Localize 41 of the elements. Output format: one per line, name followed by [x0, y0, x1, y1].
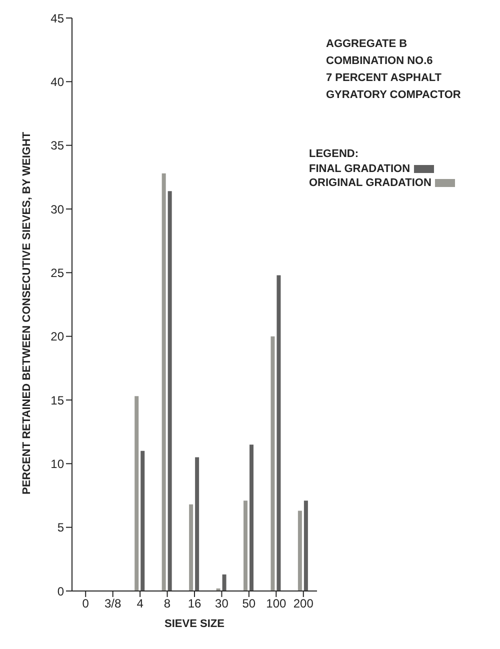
text: 7 PERCENT ASPHALT: [326, 71, 443, 86]
y-tick-label: 5: [57, 520, 64, 535]
x-tick-label: 16: [188, 596, 202, 611]
bar: [298, 510, 302, 591]
bar: [276, 275, 281, 591]
x-tick-label: 100: [266, 596, 286, 611]
x-tick-label: 4: [136, 596, 144, 611]
x-tick-label: 50: [242, 596, 256, 611]
text: GYRATORY COMPACTOR: [326, 88, 461, 103]
bar: [250, 444, 254, 591]
legend-label: ORIGINAL GRADATION: [309, 177, 432, 189]
bar: [140, 450, 145, 591]
bar: [304, 500, 308, 591]
x-tick-label: 200: [293, 596, 314, 611]
y-tick-label: 15: [50, 393, 64, 408]
text: AGGREGATE B: [326, 37, 408, 52]
bar: [134, 396, 139, 591]
x-tick-label: 30: [215, 596, 229, 611]
bar: [168, 191, 172, 591]
bar: [244, 500, 248, 591]
x-axis-title: SIEVE SIZE: [164, 618, 224, 630]
legend-title: LEGEND:: [309, 148, 360, 160]
y-tick-label: 25: [50, 266, 64, 280]
bar: [162, 173, 166, 591]
y-tick-label: 0: [57, 584, 64, 598]
bar: [195, 457, 200, 591]
y-axis-title: PERCENT RETAINED BETWEEN CONSECUTIVE SIEVES, BY WEIGHT: [20, 132, 33, 494]
y-tick-label: 40: [50, 74, 64, 89]
bar: [270, 336, 275, 591]
y-tick-label: 45: [50, 11, 64, 26]
y-tick-label: 35: [50, 138, 64, 153]
y-tick-label: 20: [50, 330, 64, 344]
bar: [189, 504, 194, 591]
x-tick-label: 3/8: [104, 596, 122, 611]
x-tick-label: 0: [82, 596, 90, 611]
text: COMBINATION NO.6: [326, 54, 434, 69]
bar: [222, 574, 226, 591]
legend-label: FINAL GRADATION: [309, 163, 410, 175]
y-tick-label: 10: [50, 456, 64, 471]
x-tick-label: 8: [164, 596, 171, 611]
y-tick-label: 30: [50, 202, 64, 216]
